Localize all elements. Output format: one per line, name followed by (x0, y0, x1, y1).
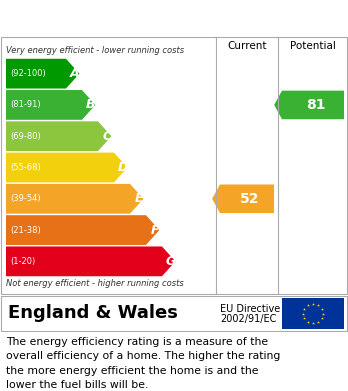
Text: 81: 81 (306, 98, 326, 112)
Text: (1-20): (1-20) (10, 257, 35, 266)
Text: Current: Current (227, 41, 267, 51)
Polygon shape (6, 184, 143, 213)
Text: A: A (70, 67, 80, 80)
Text: C: C (102, 130, 111, 143)
Text: Very energy efficient - lower running costs: Very energy efficient - lower running co… (6, 46, 184, 55)
Polygon shape (6, 246, 175, 276)
Bar (282, 298, 344, 329)
Text: England & Wales: England & Wales (8, 305, 178, 323)
Text: (81-91): (81-91) (10, 100, 41, 109)
Polygon shape (6, 90, 95, 120)
Text: Energy Efficiency Rating: Energy Efficiency Rating (8, 11, 229, 25)
Text: 52: 52 (240, 192, 260, 206)
Polygon shape (6, 59, 79, 88)
Text: (92-100): (92-100) (10, 69, 46, 78)
Text: Potential: Potential (290, 41, 336, 51)
Text: (21-38): (21-38) (10, 226, 41, 235)
Polygon shape (6, 152, 127, 182)
Text: G: G (166, 255, 176, 268)
Text: D: D (118, 161, 128, 174)
Text: (69-80): (69-80) (10, 132, 41, 141)
Text: E: E (135, 192, 143, 205)
Text: (55-68): (55-68) (10, 163, 41, 172)
Text: 2002/91/EC: 2002/91/EC (220, 314, 276, 324)
Polygon shape (274, 91, 344, 119)
Polygon shape (212, 185, 274, 213)
Polygon shape (6, 121, 111, 151)
Text: EU Directive: EU Directive (220, 304, 280, 314)
Text: Not energy efficient - higher running costs: Not energy efficient - higher running co… (6, 279, 184, 288)
Text: F: F (151, 224, 159, 237)
Text: (39-54): (39-54) (10, 194, 41, 203)
Text: The energy efficiency rating is a measure of the
overall efficiency of a home. T: The energy efficiency rating is a measur… (6, 337, 280, 390)
Text: B: B (86, 99, 96, 111)
Polygon shape (6, 215, 159, 245)
